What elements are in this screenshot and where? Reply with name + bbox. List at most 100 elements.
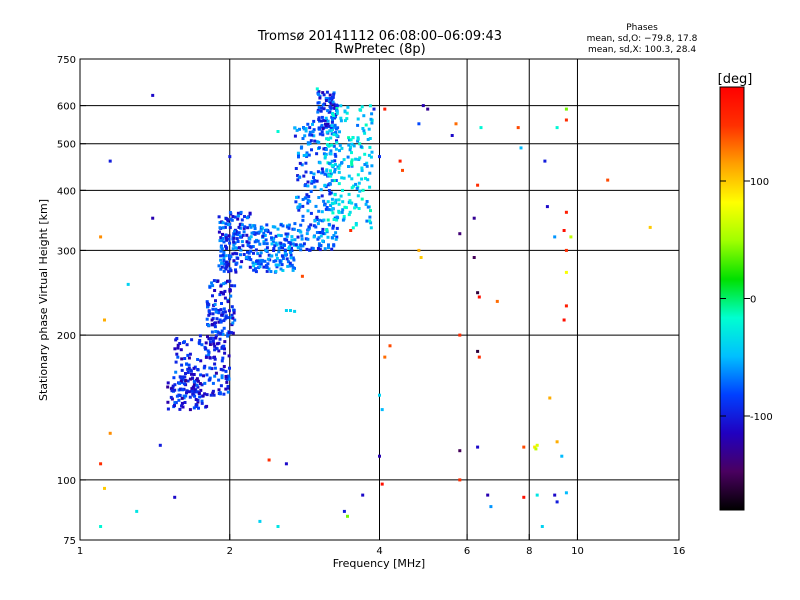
trace-point: [228, 211, 232, 214]
trace-point: [300, 237, 304, 241]
trace-point: [222, 319, 226, 323]
trace-point: [217, 331, 221, 335]
trace-point: [349, 138, 353, 142]
trace-point: [227, 331, 231, 335]
trace-point: [228, 241, 232, 245]
trace-point: [227, 234, 231, 238]
data-point: [380, 482, 384, 486]
trace-point: [249, 225, 253, 229]
trace-point: [224, 267, 228, 271]
trace-point: [221, 310, 225, 314]
trace-point: [329, 191, 333, 195]
trace-point: [213, 362, 217, 366]
trace-point: [229, 255, 233, 259]
trace-point: [340, 146, 344, 150]
trace-point: [212, 356, 216, 360]
data-point: [555, 126, 559, 130]
trace-point: [333, 193, 337, 197]
trace-point: [333, 106, 337, 110]
trace-point: [236, 240, 240, 243]
data-point: [126, 282, 130, 286]
y-tick-label: 600: [57, 102, 76, 113]
trace-point: [354, 203, 358, 207]
trace-point: [364, 123, 368, 127]
trace-point: [219, 249, 223, 253]
colorbar-ticks: 100 0 -100: [720, 177, 773, 423]
trace-point: [324, 96, 328, 100]
trace-point: [316, 247, 320, 250]
trace-point: [180, 363, 184, 367]
trace-point: [220, 359, 224, 363]
trace-point: [171, 384, 175, 388]
trace-point: [274, 234, 278, 238]
trace-point: [303, 134, 307, 138]
trace-point: [338, 163, 342, 167]
trace-point: [232, 311, 236, 315]
trace-point: [357, 181, 361, 185]
data-point: [99, 235, 103, 239]
trace-point: [186, 379, 190, 383]
trace-point: [330, 197, 334, 201]
trace-point: [176, 343, 180, 347]
trace-point: [327, 173, 331, 177]
trace-point: [286, 264, 290, 268]
trace-point: [166, 407, 170, 411]
trace-point: [333, 152, 337, 156]
trace-point: [232, 236, 236, 240]
trace-point: [298, 205, 302, 209]
trace-point: [217, 349, 221, 353]
trace-point: [341, 218, 345, 222]
trace-point: [224, 263, 228, 266]
data-point: [522, 445, 526, 449]
trace-point: [330, 159, 334, 163]
trace-point: [351, 136, 355, 139]
trace-point: [259, 229, 263, 233]
trace-point: [369, 221, 373, 225]
trace-point: [368, 145, 372, 149]
trace-point: [240, 240, 244, 244]
trace-point: [345, 111, 349, 115]
trace-point: [322, 107, 326, 111]
trace-point: [329, 204, 333, 207]
trace-point: [219, 308, 223, 312]
trace-point: [237, 225, 241, 229]
trace-point: [180, 368, 184, 372]
trace-point: [259, 262, 263, 266]
data-point: [267, 458, 271, 462]
trace-point: [270, 238, 274, 242]
trace-point: [190, 338, 194, 342]
trace-point: [341, 208, 345, 212]
trace-point: [216, 310, 220, 314]
trace-point: [223, 262, 226, 266]
trace-point: [309, 171, 313, 175]
trace-point: [281, 254, 285, 258]
trace-point: [226, 263, 230, 267]
trace-point: [335, 139, 338, 143]
data-points: [99, 87, 652, 528]
data-point: [555, 440, 559, 444]
data-point: [545, 205, 549, 209]
trace-point: [196, 400, 200, 404]
trace-point: [363, 152, 367, 156]
trace-point: [261, 226, 265, 230]
trace-point: [257, 259, 261, 263]
trace-point: [265, 242, 269, 246]
trace-point: [218, 332, 222, 336]
trace-point: [236, 217, 240, 221]
trace-point: [323, 203, 326, 207]
axis-ticks: 1 2 4 6 8 10 16 75 100 200 300 400 500 600 750: [57, 55, 685, 557]
y-tick-label: 400: [57, 186, 76, 197]
trace-point: [217, 378, 221, 382]
trace-point: [330, 124, 334, 128]
data-point: [543, 159, 547, 163]
trace-point: [207, 353, 211, 357]
trace-point: [295, 128, 299, 132]
trace-point: [365, 219, 369, 223]
trace-point: [341, 188, 344, 192]
trace-point: [284, 232, 288, 236]
trace-point: [187, 366, 191, 370]
trace-point: [236, 211, 240, 215]
trace-point: [309, 139, 313, 143]
trace-point: [221, 221, 225, 225]
trace-point: [197, 341, 201, 345]
